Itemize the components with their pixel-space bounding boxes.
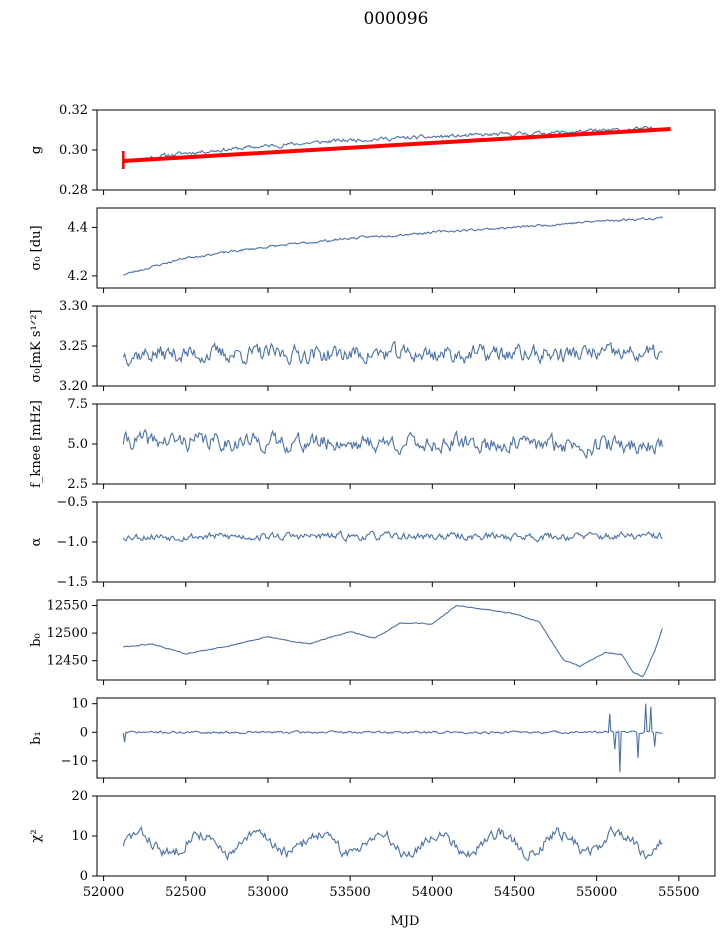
- series-line-sigma0_mK: [122, 340, 663, 367]
- x-tick-label-4: 54000: [412, 885, 453, 900]
- y-tick-label-b1-1: 0: [80, 725, 88, 740]
- panel-g: 0.28 0.30 0.32 g: [29, 103, 716, 198]
- y-tick-label-alpha-1: −1.0: [56, 535, 88, 550]
- panel-sigma0_du: 4.2 4.4 σ₀ [du]: [29, 207, 716, 293]
- y-axis-label-chi2: χ²: [29, 829, 44, 842]
- y-tick-label-alpha-2: −0.5: [56, 495, 88, 510]
- series-line-alpha: [122, 529, 663, 543]
- fit-line: [123, 127, 671, 163]
- y-axis-label-sigma0_du: σ₀ [du]: [29, 225, 44, 270]
- y-tick-label-sigma0_mK-2: 3.30: [59, 299, 88, 314]
- y-tick-label-g-2: 0.32: [59, 103, 88, 118]
- series-line-g: [123, 125, 663, 164]
- y-tick-label-fknee-1: 5.0: [67, 437, 88, 452]
- y-tick-label-g-0: 0.28: [59, 183, 88, 198]
- y-axis-label-sigma0_mK: σ₀[mK s¹ᐟ²]: [29, 310, 44, 383]
- panel-sigma0_mK: 3.20 3.25 3.30 σ₀[mK s¹ᐟ²]: [29, 299, 716, 394]
- y-axis-label-b1: b₁: [29, 731, 44, 745]
- x-tick-label-5: 54500: [494, 885, 535, 900]
- y-tick-label-b0-2: 12550: [47, 599, 88, 614]
- series-line-b0: [123, 605, 663, 678]
- series-line-sigma0_du: [123, 216, 663, 276]
- x-tick-label-7: 55500: [658, 885, 699, 900]
- axes-frame-sigma0_mK: [96, 305, 716, 387]
- y-axis-label-b0: b₀: [29, 633, 44, 647]
- axes-frame-b0: [96, 599, 716, 681]
- panel-alpha: −1.5 −1.0 −0.5 α: [29, 495, 716, 590]
- panel-fknee: 2.5 5.0 7.5 f_knee [mHz]: [29, 397, 716, 492]
- y-tick-label-b0-0: 12450: [47, 654, 88, 669]
- y-tick-label-chi2-2: 20: [71, 789, 88, 804]
- y-tick-label-b1-2: 10: [71, 697, 88, 712]
- y-tick-label-fknee-0: 2.5: [67, 477, 88, 492]
- x-axis-label: MJD: [391, 914, 420, 929]
- y-axis-label-fknee: f_knee [mHz]: [29, 400, 44, 488]
- axes-frame-sigma0_du: [96, 207, 716, 289]
- y-axis-label-alpha: α: [29, 537, 44, 546]
- panels: 0.28 0.30 0.32 g 4.2 4.4 σ₀ [du] 3.20 3.25 3.30 σ₀…: [29, 103, 716, 900]
- y-tick-label-sigma0_du-0: 4.2: [67, 269, 88, 284]
- axes-frame-alpha: [96, 501, 716, 583]
- y-tick-label-sigma0_mK-1: 3.25: [59, 339, 88, 354]
- y-tick-label-sigma0_du-1: 4.4: [67, 220, 88, 235]
- series-line-b1: [122, 703, 663, 773]
- x-tick-label-1: 52500: [165, 885, 206, 900]
- y-tick-label-chi2-0: 0: [80, 869, 88, 884]
- figure-title: 000096: [364, 9, 429, 29]
- series-line-chi2: [122, 825, 663, 862]
- y-tick-label-b1-0: −10: [61, 754, 88, 769]
- panel-b1: −10 0 10 b₁: [29, 697, 716, 783]
- y-tick-label-g-1: 0.30: [59, 143, 88, 158]
- y-tick-label-fknee-2: 7.5: [67, 397, 88, 412]
- y-tick-label-alpha-0: −1.5: [56, 575, 88, 590]
- y-tick-label-b0-1: 12500: [47, 626, 88, 641]
- x-tick-label-0: 52000: [83, 885, 124, 900]
- panel-b0: 12450 12500 12550 b₀: [29, 599, 716, 685]
- axes-frame-g: [96, 109, 716, 191]
- x-tick-label-2: 53000: [247, 885, 288, 900]
- y-axis-label-g: g: [29, 146, 44, 154]
- axes-frame-b1: [96, 697, 716, 779]
- series-line-fknee: [122, 428, 663, 460]
- panel-chi2: 0 10 20 52000 52500 53000 53500 54000 54500 55000…: [29, 789, 716, 900]
- x-tick-label-6: 55000: [576, 885, 617, 900]
- x-tick-label-3: 53500: [329, 885, 370, 900]
- y-tick-label-sigma0_mK-0: 3.20: [59, 379, 88, 394]
- y-tick-label-chi2-1: 10: [71, 829, 88, 844]
